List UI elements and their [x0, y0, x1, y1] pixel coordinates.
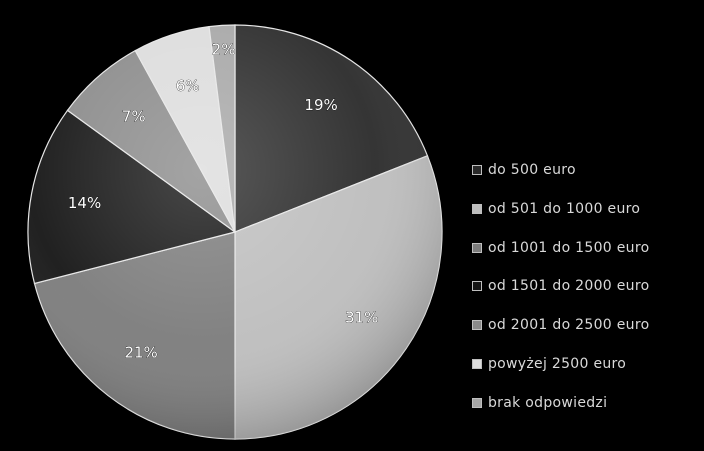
legend-label-5: od 2001 do 2500 euro: [488, 317, 650, 334]
legend-swatch-2: [472, 203, 482, 214]
legend-label-3: od 1001 do 1500 euro: [488, 239, 650, 256]
legend-item-6: powyżej 2500 euro: [472, 354, 700, 374]
data-label-1: 19%: [304, 96, 337, 114]
legend-label-6: powyżej 2500 euro: [488, 355, 627, 372]
legend-label-7: brak odpowiedzi: [488, 394, 608, 411]
legend-label-1: do 500 euro: [488, 162, 576, 178]
legend-swatch-3: [472, 242, 482, 253]
legend-item-3: od 1001 do 1500 euro: [472, 238, 700, 258]
legend-item-5: od 2001 do 2500 euro: [472, 315, 700, 335]
data-label-6: 6%: [176, 77, 200, 95]
data-label-3: 21%: [124, 344, 157, 362]
legend-swatch-5: [472, 320, 482, 331]
legend-item-4: od 1501 do 2000 euro: [472, 276, 700, 296]
legend-item-1: do 500 euro: [472, 160, 700, 180]
legend-swatch-6: [472, 358, 482, 369]
legend: do 500 euro od 501 do 1000 euro od 1001 do…: [472, 160, 700, 432]
data-label-5: 7%: [122, 108, 146, 126]
data-label-7: 2%: [212, 41, 236, 59]
data-label-4: 14%: [68, 194, 101, 212]
legend-swatch-1: [472, 165, 482, 175]
data-label-2: 31%: [345, 309, 378, 327]
legend-label-4: od 1501 do 2000 euro: [488, 278, 650, 295]
legend-swatch-4: [472, 281, 482, 292]
legend-item-7: brak odpowiedzi: [472, 393, 700, 413]
legend-item-2: od 501 do 1000 euro: [472, 199, 700, 219]
legend-label-2: od 501 do 1000 euro: [488, 200, 641, 217]
legend-swatch-7: [472, 397, 482, 408]
